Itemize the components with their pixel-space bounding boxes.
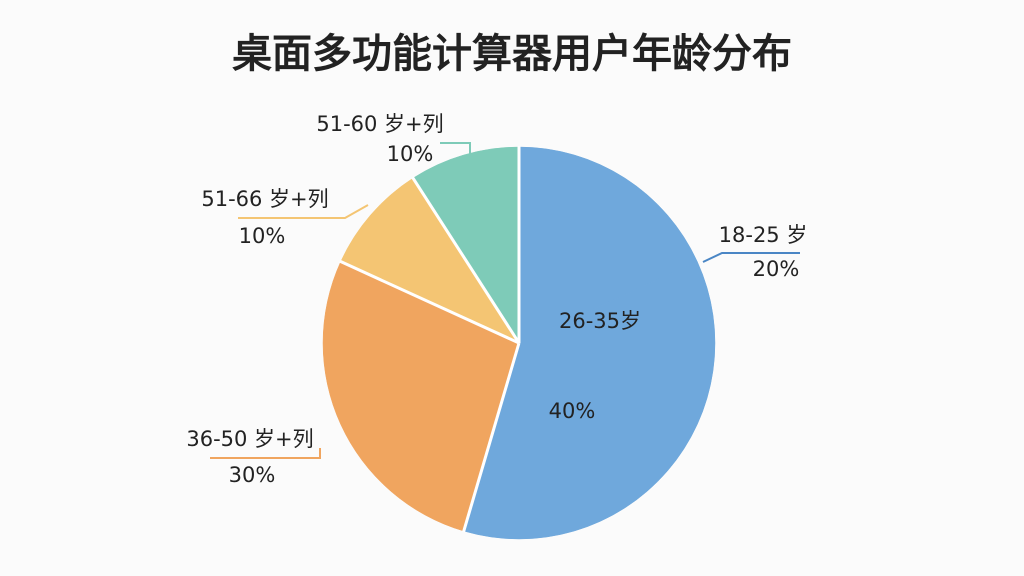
slice-separator [462, 342, 521, 533]
slice-label: 51-66 岁+列 [201, 187, 328, 211]
pie-slice [322, 261, 520, 532]
value-label: 40% [549, 399, 596, 423]
pie [322, 146, 716, 540]
value-label: 10% [239, 224, 286, 248]
slice-separator [411, 176, 521, 344]
pie-slice [412, 146, 520, 344]
chart-title: 桌面多功能计算器用户年龄分布 [232, 31, 792, 77]
pie-slice [518, 146, 698, 344]
pie-slice [340, 177, 520, 344]
pie-slice [463, 261, 716, 540]
leader-line [702, 252, 800, 263]
slice-label: 18-25 岁 [719, 223, 808, 247]
value-label: 20% [753, 257, 800, 281]
leader-line [440, 142, 471, 162]
slice-label: 51-60 岁+列 [316, 112, 443, 136]
labels: 18-25 岁 20% 26-35岁 40% 36-50 岁+列 30% 51-66 岁+列… [186, 112, 807, 487]
leader-line [210, 448, 321, 459]
value-label: 30% [229, 463, 276, 487]
value-label: 10% [387, 142, 434, 166]
slice-label: 26-35岁 [559, 309, 641, 333]
slice-label: 36-50 岁+列 [186, 427, 313, 451]
leader-line [238, 204, 369, 219]
slice-separator [339, 259, 520, 345]
